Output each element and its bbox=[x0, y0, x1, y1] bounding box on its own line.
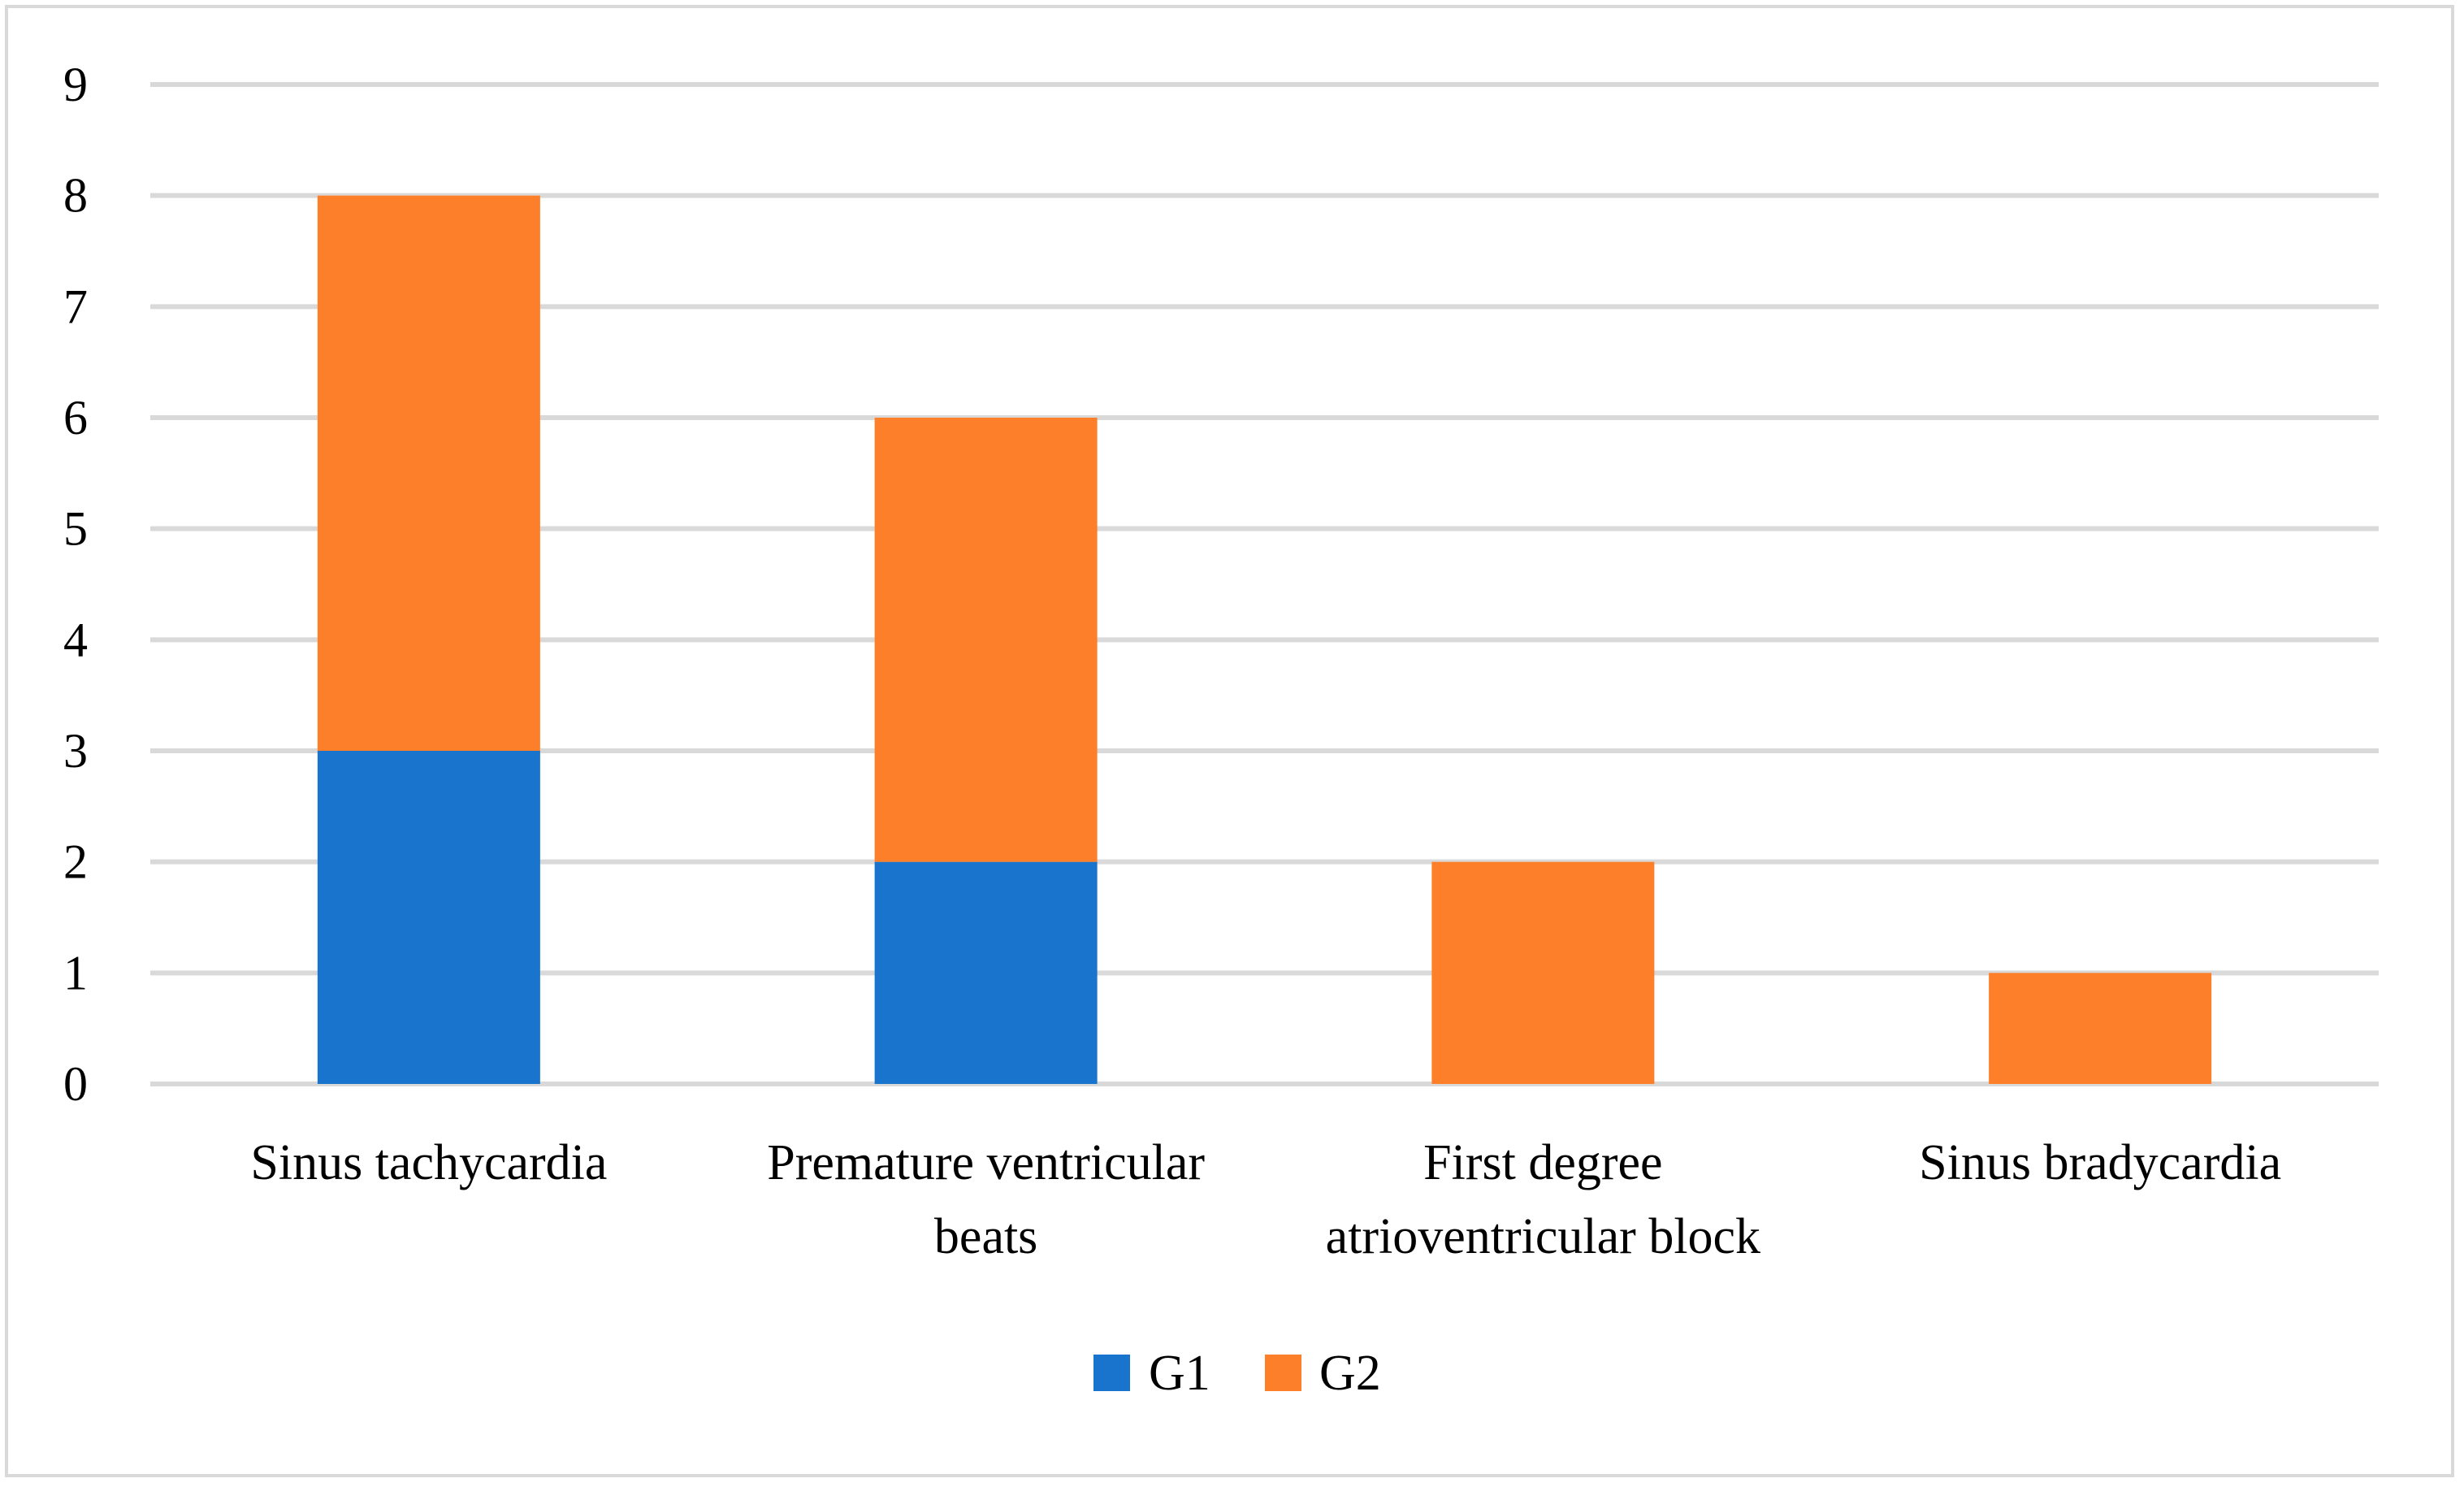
y-tick-label: 3 bbox=[63, 724, 88, 778]
y-tick-label: 4 bbox=[63, 613, 88, 666]
bar-g2-0 bbox=[317, 195, 540, 751]
y-axis-ticks: 0 1 2 3 4 5 6 7 8 9 bbox=[63, 58, 88, 1111]
y-tick-label: 2 bbox=[63, 835, 88, 889]
y-tick-label: 8 bbox=[63, 169, 88, 223]
bar-g1-1 bbox=[874, 861, 1098, 1084]
x-category-label: First degree atrioventricular block bbox=[1326, 1135, 1760, 1264]
legend-swatch-g1 bbox=[1093, 1355, 1130, 1391]
bar-g1-0 bbox=[317, 751, 540, 1084]
y-tick-label: 1 bbox=[63, 946, 88, 999]
legend-label-g2: G2 bbox=[1319, 1346, 1381, 1401]
bar-g2-2 bbox=[1431, 861, 1655, 1084]
y-tick-label: 5 bbox=[63, 502, 88, 556]
legend: G1 G2 bbox=[1093, 1346, 1381, 1401]
y-tick-label: 7 bbox=[63, 280, 88, 333]
y-tick-label: 9 bbox=[63, 58, 88, 111]
x-category-label: Premature ventricular beats bbox=[767, 1135, 1205, 1264]
x-category-label: Sinus bradycardia bbox=[1919, 1135, 2281, 1190]
bars bbox=[317, 195, 2212, 1084]
legend-label-g1: G1 bbox=[1149, 1346, 1210, 1401]
bar-g2-1 bbox=[874, 418, 1098, 862]
x-axis-labels: Sinus tachycardia Premature ventricular be… bbox=[250, 1135, 2281, 1264]
bar-g2-3 bbox=[1989, 973, 2212, 1084]
y-tick-label: 6 bbox=[63, 391, 88, 444]
y-tick-label: 0 bbox=[63, 1057, 88, 1111]
x-category-label: Sinus tachycardia bbox=[250, 1135, 607, 1190]
legend-swatch-g2 bbox=[1265, 1355, 1301, 1391]
chart-frame bbox=[5, 5, 2454, 1477]
